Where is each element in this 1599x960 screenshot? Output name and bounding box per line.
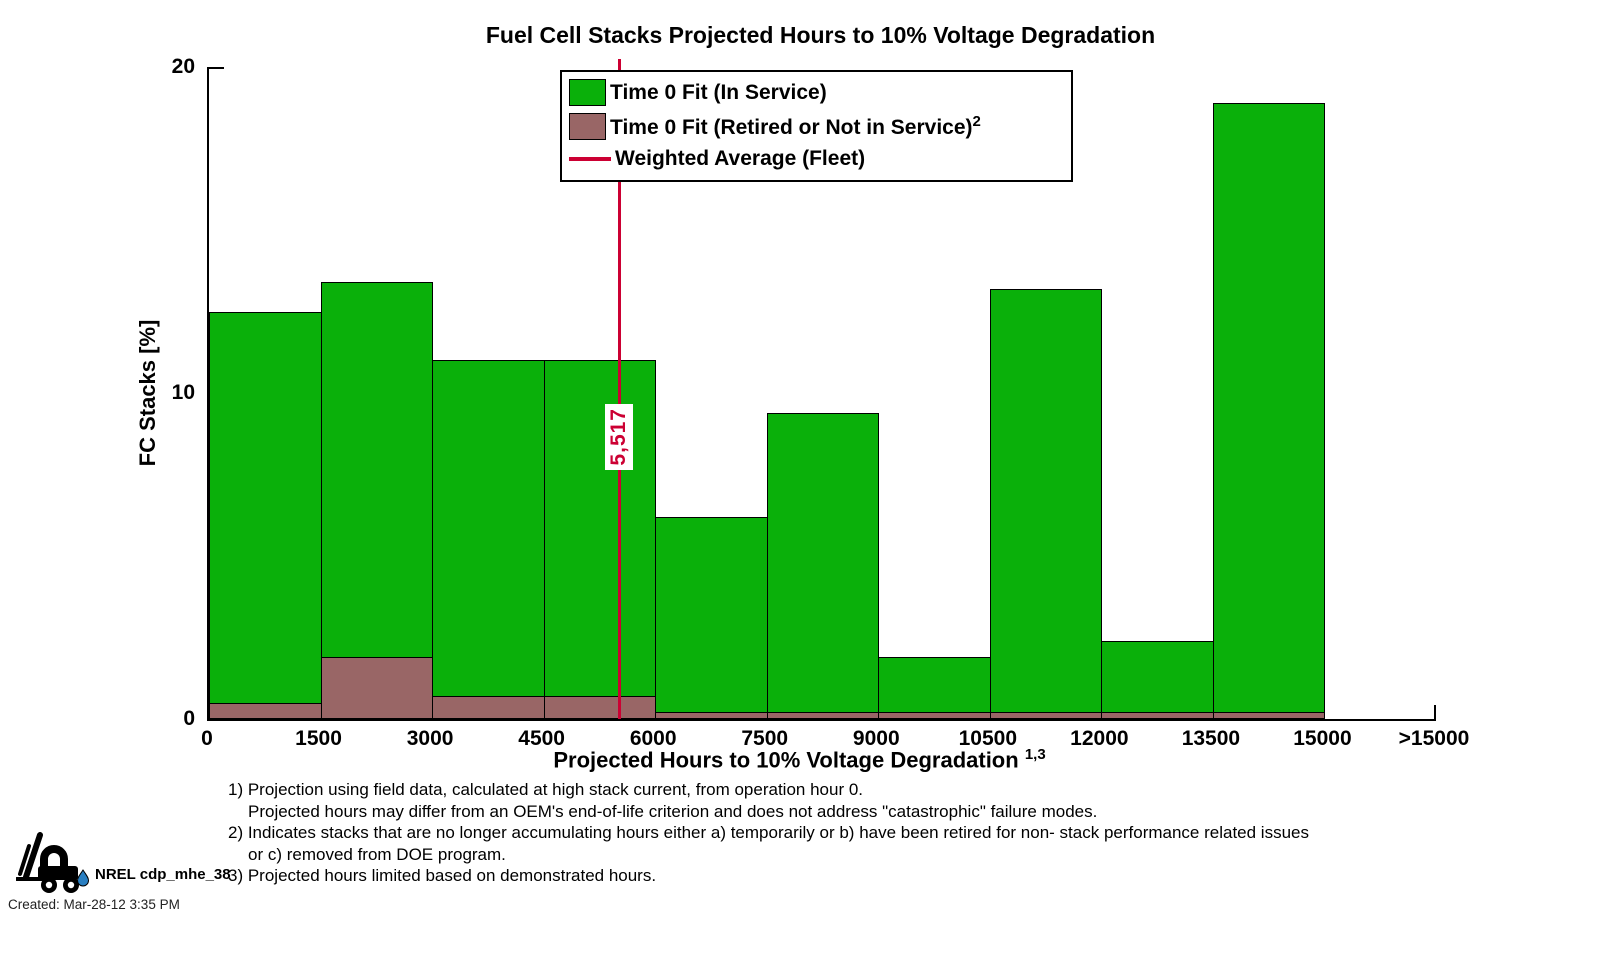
created-timestamp: Created: Mar-28-12 3:35 PM [8,897,180,912]
bar-segment-in-service [655,516,768,714]
x-tick-label: >15000 [1398,727,1470,750]
bar-segment-in-service [766,412,880,714]
y-tick-label: 10 [171,381,195,404]
x-tick-label: 12000 [1070,727,1129,750]
bar-segment-in-service [320,282,434,659]
x-tick-label: 0 [201,727,213,750]
plot-area: 5,517 [207,59,1436,721]
weighted-average-line: 5,517 [605,59,634,719]
x-tick-label: 13500 [1181,727,1241,750]
footnote-line: or c) removed from DOE program. [248,844,506,864]
x-axis-tick-labels: 0 1500 3000 4500 6000 7500 9000 10500 12000 13500… [201,727,1469,753]
forklift-icon [15,832,92,896]
bar-segment-in-service [1212,102,1326,714]
bars-layer [209,67,1436,719]
x-axis-end-tick [1434,705,1436,719]
in-service-swatch-icon [569,79,606,106]
footnote-line: 2) Indicates stacks that are no longer a… [228,823,1309,842]
x-axis-title-superscript: 1,3 [1024,746,1046,763]
x-axis-title: Projected Hours to 10% Voltage Degradati… [553,746,1046,773]
legend-label-weighted-average: Weighted Average (Fleet) [615,147,866,170]
bar-segment-in-service [878,657,991,714]
bar-segment-in-service [989,288,1103,714]
x-tick-label: 9000 [852,727,900,750]
footnote-line: 1) Projection using field data, calculat… [228,780,864,799]
legend: Time 0 Fit (In Service) Time 0 Fit (Reti… [560,70,1073,182]
legend-item-in-service: Time 0 Fit (In Service) [569,79,1062,106]
bar-segment-retired [320,657,434,719]
x-tick-label: 1500 [295,727,342,750]
y-tick-label: 20 [171,55,195,78]
x-tick-label: 3000 [406,727,454,750]
bar-segment-in-service [1101,640,1214,714]
footnote-line: 3) Projected hours limited based on demo… [228,866,657,885]
bar-segment-in-service [432,360,545,698]
legend-item-retired: Time 0 Fit (Retired or Not in Service)2 [569,113,1062,140]
y-tick-mark [209,67,224,69]
program-label: NREL cdp_mhe_38 [95,866,231,883]
retired-swatch-icon [569,113,606,140]
legend-item-weighted-average: Weighted Average (Fleet) [569,147,1062,171]
x-tick-label: 10500 [958,727,1018,750]
footnotes: 1) Projection using field data, calculat… [228,779,1309,887]
x-tick-label: 15000 [1293,727,1352,750]
weighted-average-line-swatch-icon [569,157,611,161]
legend-label-retired: Time 0 Fit (Retired or Not in Service)2 [610,113,981,139]
bar-segment-in-service [209,311,322,704]
y-axis-tick-labels: 0 10 20 [140,55,195,730]
x-tick-label: 4500 [518,727,565,750]
legend-label-in-service: Time 0 Fit (In Service) [610,80,827,104]
x-tick-label: 6000 [629,727,677,750]
legend-retired-superscript: 2 [972,113,981,130]
bar-segment-retired [209,702,322,719]
x-tick-label: 7500 [741,727,789,750]
bar-segment-retired [432,696,545,719]
weighted-average-value: 5,517 [607,408,631,466]
chart-title: Fuel Cell Stacks Projected Hours to 10% … [485,22,1156,48]
footnote-line: Projected hours may differ from an OEM's… [248,801,1098,821]
bar-segment-in-service [543,360,657,698]
y-tick-label: 0 [183,707,195,730]
weighted-average-label-box: 5,517 [605,404,634,470]
bar-segment-retired [543,696,657,719]
